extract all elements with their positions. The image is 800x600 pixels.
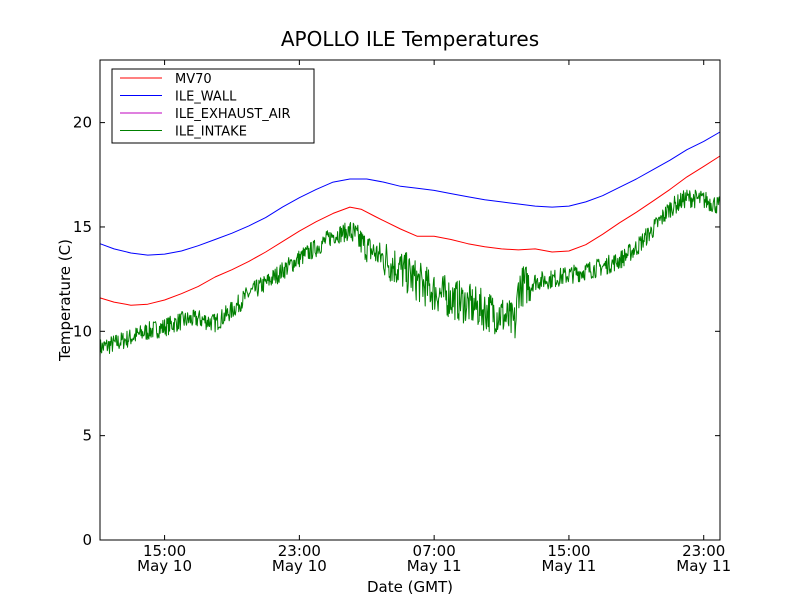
x-tick-label: 15:00: [547, 542, 590, 560]
x-tick-sublabel: May 10: [137, 557, 192, 575]
y-axis-label: Temperature (C): [56, 239, 74, 362]
x-tick-label: 15:00: [143, 542, 186, 560]
y-tick-label: 10: [73, 322, 92, 340]
series-layer: [99, 131, 721, 358]
legend-items: MV70 ILE_WALL ILE_EXHAUST_AIR ILE_INTAKE: [120, 72, 291, 140]
legend-label: ILE_WALL: [175, 90, 237, 105]
legend-label: ILE_EXHAUST_AIR: [175, 107, 291, 122]
y-tick-label: 5: [82, 427, 92, 445]
legend: MV70 ILE_WALL ILE_EXHAUST_AIR ILE_INTAKE: [111, 68, 315, 144]
x-tick-sublabel: May 11: [676, 557, 731, 575]
chart-title: APOLLO ILE Temperatures: [281, 27, 539, 51]
series-line-ile-intake: [99, 189, 721, 358]
x-tick-label: 23:00: [278, 542, 321, 560]
x-tick-label: 23:00: [682, 542, 725, 560]
x-tick-sublabel: May 11: [541, 557, 596, 575]
plot-area: [99, 59, 721, 541]
legend-label: ILE_INTAKE: [175, 125, 247, 140]
x-axis-label: Date (GMT): [367, 578, 453, 596]
y-tick-label: 15: [73, 218, 92, 236]
x-tick-sublabel: May 10: [272, 557, 327, 575]
y-tick-label: 20: [73, 114, 92, 132]
x-tick-label: 07:00: [413, 542, 456, 560]
series-line-ile-wall: [99, 131, 721, 256]
y-tick-label: 0: [82, 531, 92, 549]
x-tick-sublabel: May 11: [407, 557, 462, 575]
legend-label: MV70: [175, 72, 212, 87]
series-line-mv70: [99, 155, 721, 306]
